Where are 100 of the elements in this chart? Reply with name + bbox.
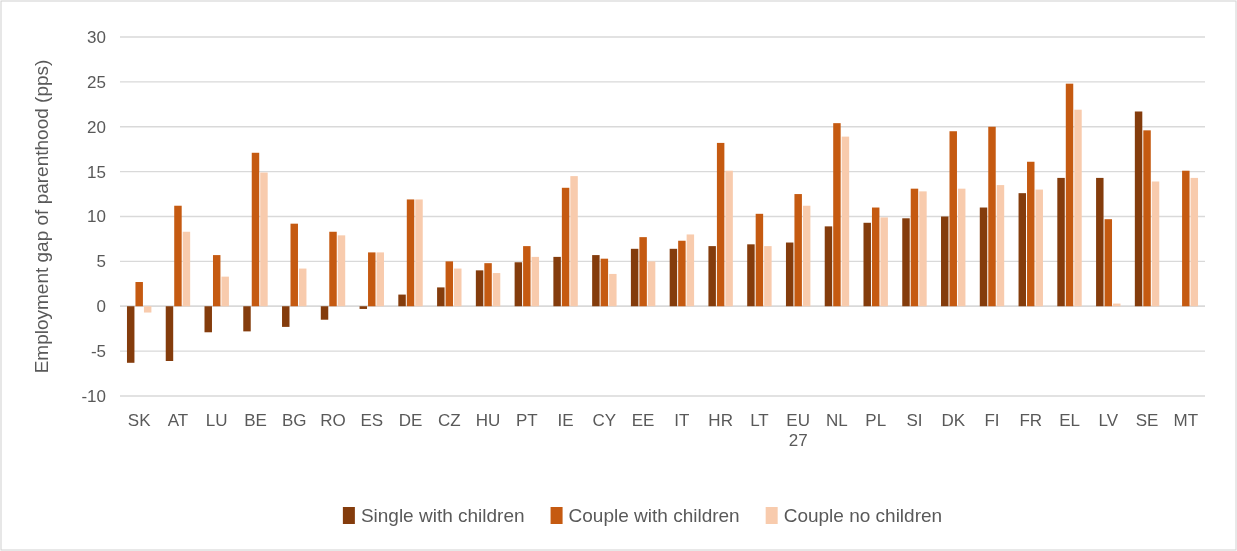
bar [298,268,307,307]
bar [1143,130,1151,307]
x-tick-label: LU [205,411,228,431]
bar [592,255,600,307]
x-tick-label: LT [750,411,769,431]
bar [492,273,501,307]
bar [747,244,755,307]
bar [282,306,290,327]
bar [1151,181,1160,307]
x-tick-label: ES [360,411,384,431]
y-tick-label: 0 [96,297,106,317]
x-tick-label: CY [592,411,617,431]
bar [1190,177,1199,307]
x-tick-label: AT [167,411,189,431]
x-tick-label: DE [398,411,423,431]
bar [174,205,182,307]
bar [570,176,578,307]
x-tick-label: HU [475,411,501,431]
bar [949,131,957,307]
bar [902,218,910,307]
y-tick-label: 10 [87,207,106,227]
bar [126,306,135,363]
x-tick-label: BE [244,411,267,431]
y-tick-label: 30 [87,27,106,47]
x-tick-label: IE [557,411,574,431]
bar [337,235,346,307]
bar [165,306,174,361]
bar [415,199,423,307]
bar [329,231,337,307]
bar [454,268,462,307]
bar [251,152,260,307]
bar [941,216,949,307]
bar [725,170,733,307]
bar [609,273,617,307]
bar [678,240,686,307]
x-tick-label: SK [127,411,152,431]
x-tick-label: IT [674,411,690,431]
bar [514,262,523,307]
bar [785,242,794,307]
bar [376,252,384,307]
bar [212,255,221,307]
bar [1096,177,1104,307]
y-tick-label: 25 [87,72,106,92]
bar [1018,193,1027,307]
legend-label: Couple with children [568,505,740,526]
bar [880,217,888,307]
y-tick-label: -10 [81,386,106,406]
bar [871,207,880,307]
x-tick-label: EU 27 [786,411,810,451]
bar [755,213,764,307]
x-tick-label: CZ [437,411,461,431]
bar [260,172,268,307]
legend-label: Single with children [360,505,525,526]
x-tick-label: DK [941,411,966,431]
bar [988,126,996,307]
bar [686,234,695,307]
bar [647,261,656,307]
x-tick-label: SI [906,411,923,431]
y-axis-title: Employment gap of parenthood (pps) [31,59,52,374]
bar [398,294,406,307]
legend-label: Couple no children [783,505,943,526]
bar [484,263,492,307]
x-tick-label: EE [631,411,655,431]
bar [1057,177,1065,307]
bar [1065,83,1074,307]
bar [833,123,841,307]
x-tick-label: EL [1059,411,1080,431]
bar [802,205,811,307]
bar [523,246,531,307]
bar [204,306,212,333]
y-tick-label: 5 [96,252,106,272]
y-tick-label: 15 [87,162,106,182]
bar [957,188,966,307]
bar [1182,170,1190,307]
x-tick-label: MT [1173,411,1199,431]
bar [368,252,376,307]
x-tick-label: PT [515,411,538,431]
bar [320,306,329,320]
bar [716,142,725,307]
bar [437,287,445,307]
x-tick-label: HR [708,411,733,431]
bar [1104,219,1113,307]
bar [1074,109,1082,307]
bar [600,258,609,307]
bar [863,222,871,307]
bar [639,237,647,307]
bar [1035,189,1043,307]
bar [794,194,802,307]
x-tick-label: NL [826,411,848,431]
bar [708,246,716,307]
bar [553,256,561,307]
bar [531,256,540,307]
bar [824,226,833,307]
bar [561,187,570,307]
y-tick-label: -5 [90,342,106,362]
bar [182,231,191,307]
bar [445,261,454,307]
bar [669,248,678,307]
bar [1027,161,1035,307]
x-tick-label: FR [1019,411,1043,431]
